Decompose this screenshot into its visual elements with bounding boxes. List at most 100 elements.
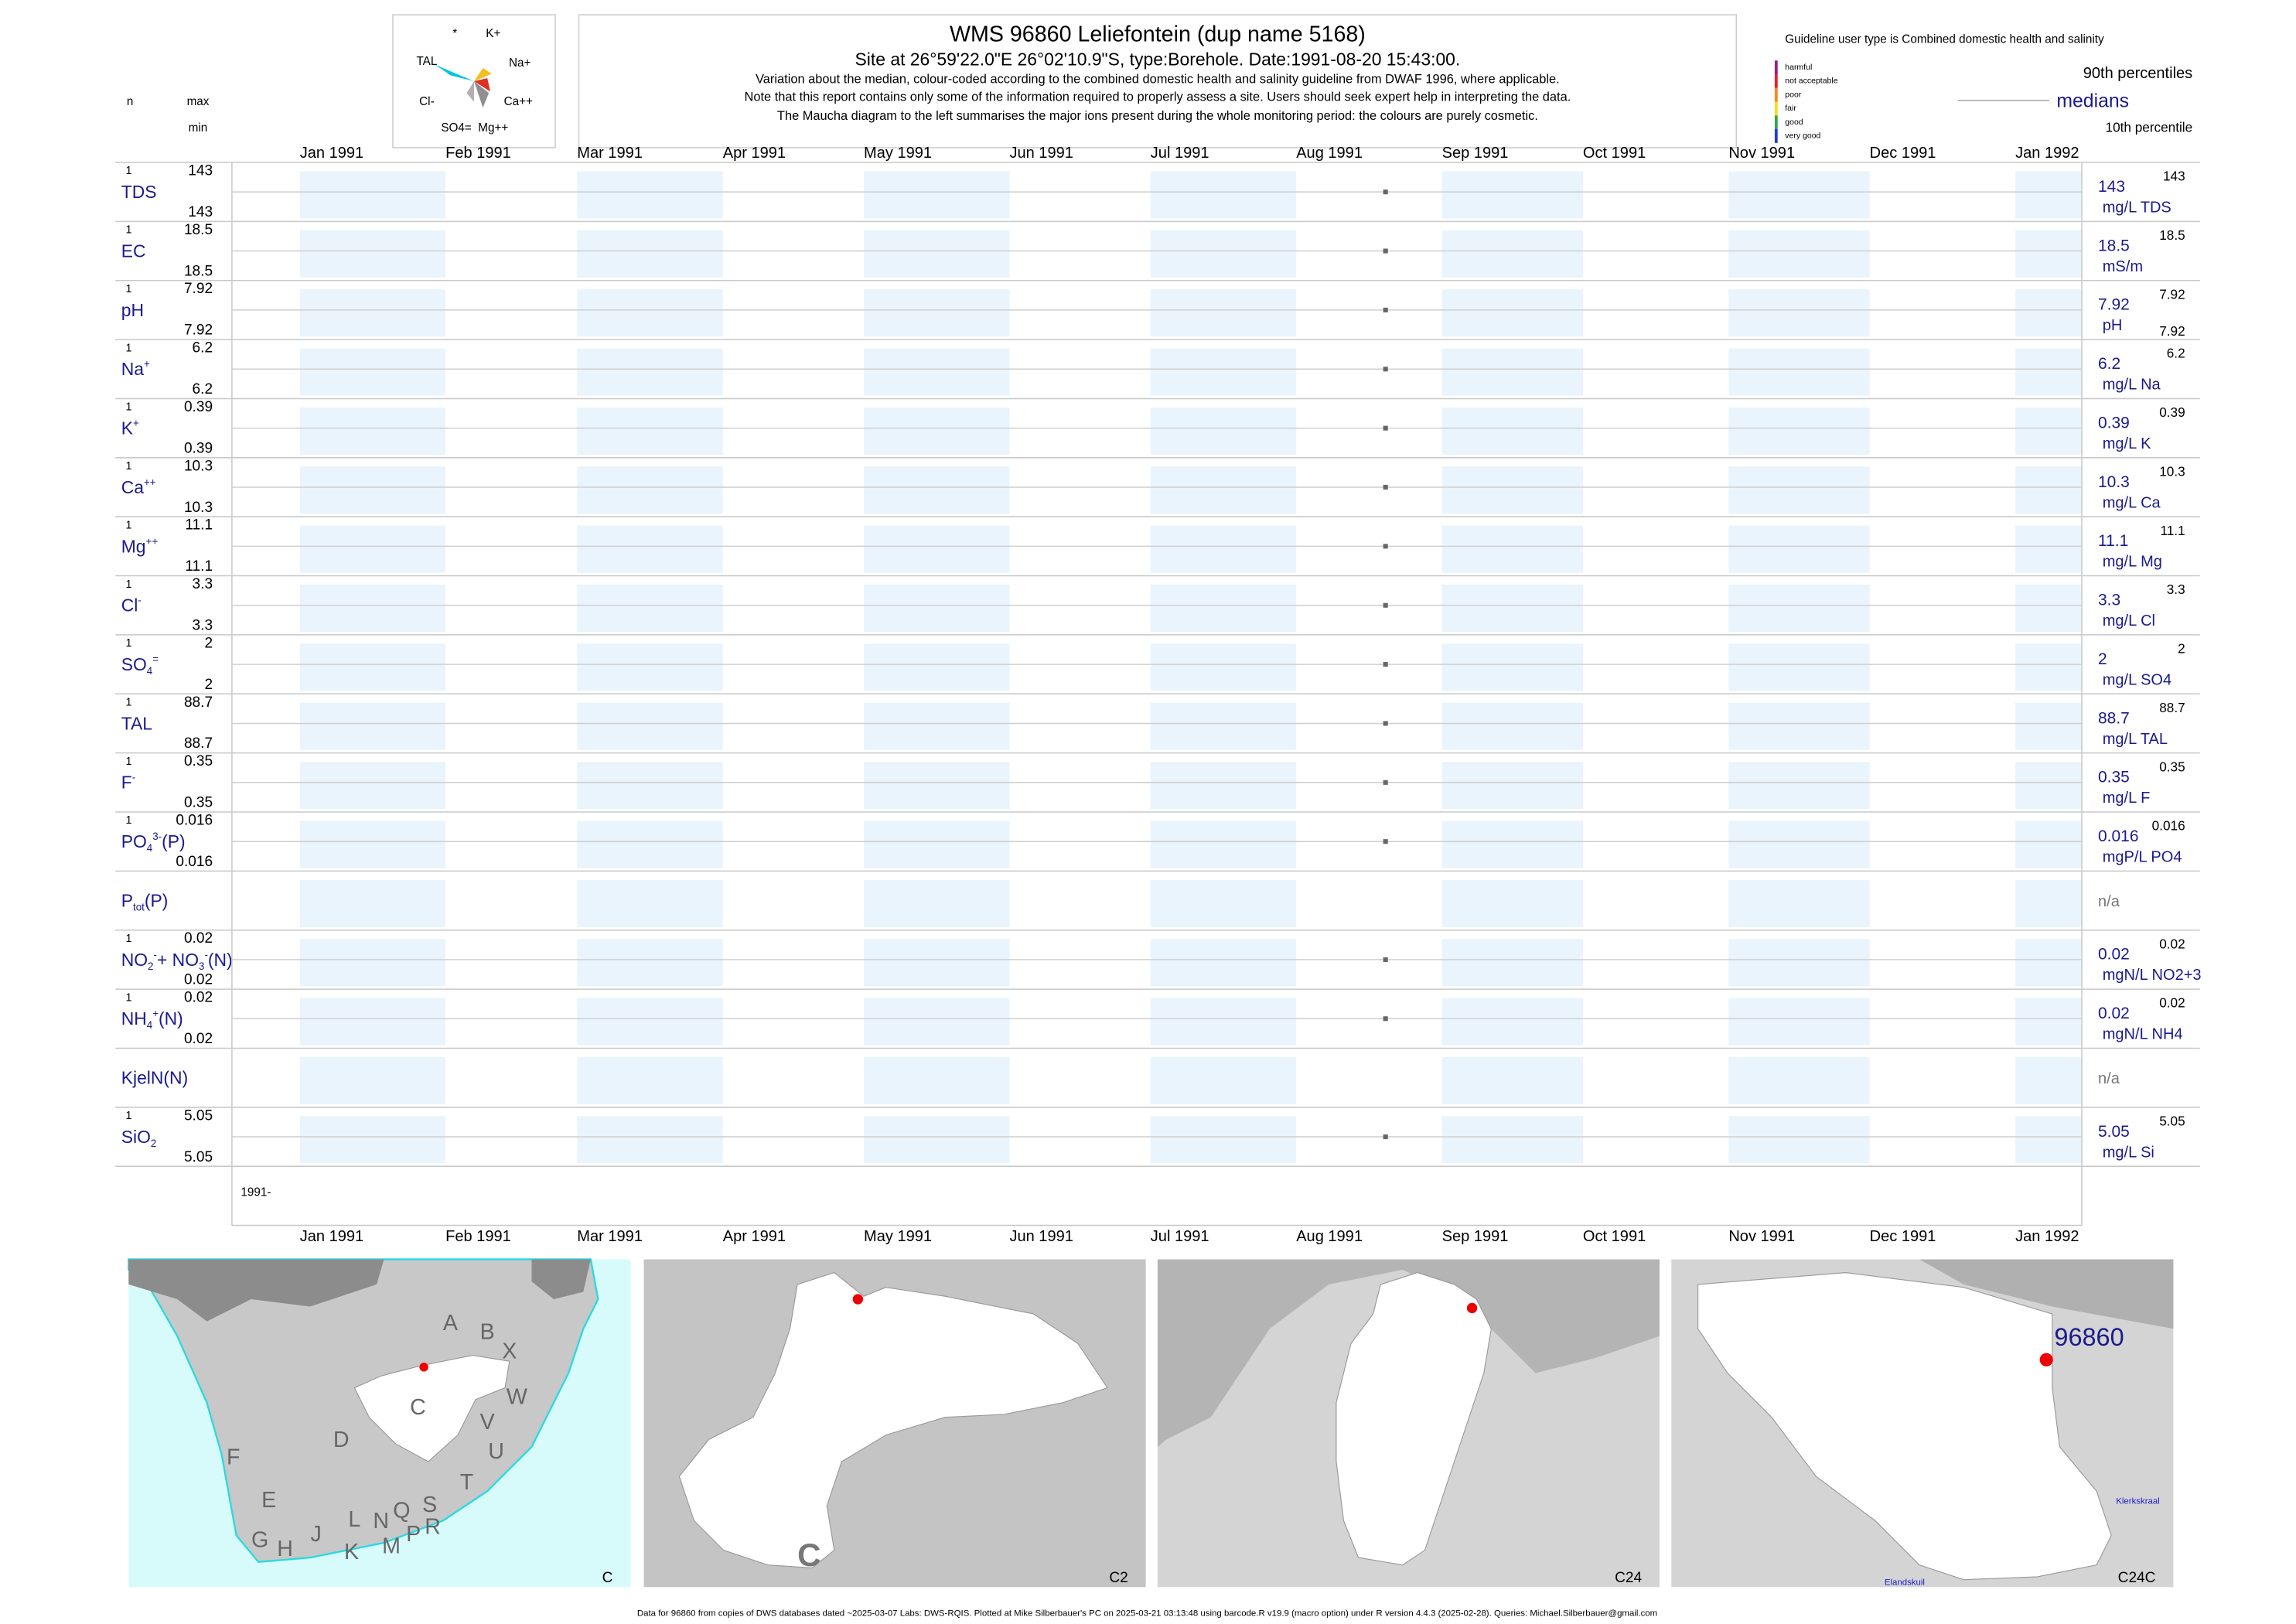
- month-band: [1150, 998, 1297, 1046]
- month-band: [299, 1056, 446, 1104]
- data-point: [1383, 662, 1388, 667]
- month-band: [577, 466, 723, 514]
- parameter-label: SO4=: [121, 653, 159, 677]
- parameter-label-part: SiO: [121, 1127, 151, 1147]
- x-tick-label: Sep 1991: [1442, 145, 1509, 162]
- parameter-label: SiO2: [121, 1127, 157, 1149]
- legend-median: medians: [2056, 90, 2129, 111]
- legend-class: harmful: [1785, 63, 1812, 72]
- row-min: 0.016: [176, 854, 213, 870]
- legend-swatch: [1774, 87, 1778, 102]
- map-name: C2: [1109, 1570, 1128, 1586]
- parameter-label-part: SO: [121, 654, 147, 674]
- row-min: 88.7: [184, 735, 213, 752]
- parameter-label: Na+: [121, 358, 150, 379]
- maucha-petal: [474, 67, 492, 81]
- month-band: [1728, 525, 1870, 573]
- median-label: 3.3: [2098, 592, 2120, 609]
- month-band: [577, 998, 723, 1046]
- unit-label: mg/L Ca: [2103, 494, 2161, 511]
- month-band: [1441, 702, 1583, 750]
- map-site: [1466, 1302, 1478, 1314]
- median-label: 2: [2098, 650, 2107, 668]
- map-catchment: [1697, 1272, 2112, 1581]
- maucha-label: Na+: [509, 56, 531, 70]
- x-tick-label: Oct 1991: [1583, 1228, 1646, 1245]
- map-label: B: [480, 1319, 495, 1344]
- map-land: [128, 1258, 599, 1564]
- map-land-dark: [531, 1259, 591, 1299]
- month-band: [1728, 289, 1870, 337]
- parameter-label: Ca++: [121, 476, 156, 497]
- map-label: M: [382, 1534, 401, 1558]
- parameter-label: Cl-: [121, 595, 142, 616]
- parameter-label-part: (P): [145, 891, 169, 911]
- month-band: [299, 466, 446, 514]
- month-band: [864, 702, 1010, 750]
- parameter-label-part: (P): [162, 831, 186, 851]
- map-label: X: [502, 1339, 517, 1363]
- map-label: K: [344, 1540, 359, 1564]
- month-band: [2015, 821, 2082, 868]
- month-band: [577, 348, 723, 396]
- legend-p10: 10th percentile: [2106, 120, 2193, 135]
- p90-label: 0.35: [2159, 759, 2185, 774]
- map-label: C: [410, 1395, 426, 1420]
- n-count: 1: [125, 991, 131, 1004]
- row-min: 5.05: [184, 1149, 213, 1165]
- data-point: [1383, 248, 1388, 254]
- map-label: W: [507, 1384, 527, 1409]
- legend-p90: 90th percentiles: [2083, 65, 2192, 82]
- n-count: 1: [125, 283, 131, 295]
- x-tick-label: May 1991: [864, 145, 932, 162]
- map-label: P: [406, 1522, 421, 1547]
- month-band: [1441, 585, 1583, 633]
- unit-label: mS/m: [2103, 258, 2143, 275]
- n-count: 1: [125, 460, 131, 473]
- parameter-label-part: +: [144, 358, 150, 370]
- month-band: [2015, 702, 2082, 750]
- row-max: 7.92: [184, 281, 213, 297]
- parameter-label-part: 3-: [152, 831, 162, 842]
- month-band: [864, 407, 1010, 455]
- row-max: 0.02: [184, 930, 213, 947]
- map-site: [419, 1363, 428, 1372]
- month-band: [577, 702, 723, 750]
- parameter-label-part: -: [138, 595, 141, 606]
- x-tick-label: Jan 1991: [300, 1228, 363, 1245]
- n-count: 1: [125, 224, 131, 237]
- parameter-label-part: -: [204, 949, 207, 960]
- status-label: n/a: [2098, 893, 2120, 910]
- title: WMS 96860 Leliefontein (dup name 5168): [950, 22, 1366, 46]
- p90-label: 18.5: [2159, 227, 2185, 243]
- median-label: 0.02: [2098, 1005, 2130, 1022]
- p90-label: 88.7: [2159, 700, 2185, 715]
- parameter-label-part: 4: [147, 842, 153, 854]
- parameter-label-part: + NO: [157, 950, 199, 970]
- month-band: [299, 407, 446, 455]
- month-band: [2015, 643, 2082, 691]
- n-count: 1: [125, 814, 131, 827]
- parameter-label-part: (N): [208, 950, 233, 970]
- map-label: E: [261, 1488, 276, 1513]
- x-tick-label: Jul 1991: [1151, 1228, 1209, 1245]
- month-band: [299, 289, 446, 337]
- row-max: 88.7: [184, 694, 213, 711]
- maucha-label: *: [452, 27, 457, 40]
- maucha-petal: [466, 81, 474, 102]
- footer: Data for 96860 from copies of DWS databa…: [637, 1609, 1657, 1619]
- n-count: 1: [125, 578, 131, 591]
- p90-label: 5.05: [2159, 1113, 2185, 1128]
- legend-swatch: [1774, 129, 1778, 143]
- map-land-dark: [128, 1259, 384, 1322]
- month-band: [1441, 525, 1583, 573]
- map-label: A: [443, 1311, 459, 1336]
- row-min: 6.2: [193, 381, 213, 397]
- row-max: 10.3: [184, 458, 213, 474]
- x-tick-label: Jan 1991: [300, 145, 363, 162]
- header-box: [578, 14, 1738, 148]
- month-band: [299, 643, 446, 691]
- x-tick-label: Apr 1991: [723, 145, 786, 162]
- month-band: [864, 1056, 1010, 1104]
- month-band: [299, 702, 446, 750]
